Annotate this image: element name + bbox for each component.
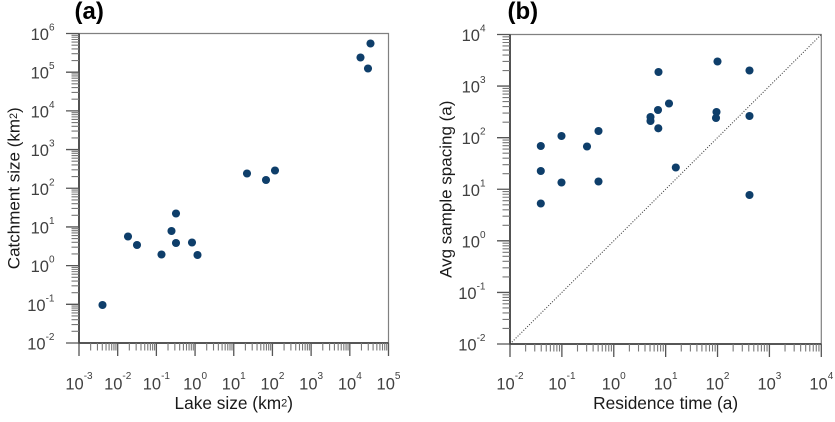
svg-text:10: 10 xyxy=(706,376,724,394)
svg-text:Residence time (a): Residence time (a) xyxy=(593,393,738,413)
svg-text:Avg sample spacing (a): Avg sample spacing (a) xyxy=(437,101,456,278)
svg-text:5: 5 xyxy=(49,61,55,72)
svg-text:10: 10 xyxy=(548,376,566,394)
svg-text:-3: -3 xyxy=(84,371,93,382)
svg-text:10: 10 xyxy=(462,130,480,148)
svg-text:-1: -1 xyxy=(477,281,486,292)
svg-text:1: 1 xyxy=(49,216,55,227)
svg-text:5: 5 xyxy=(395,371,401,382)
svg-text:10: 10 xyxy=(31,181,49,199)
svg-text:-1: -1 xyxy=(161,371,170,382)
svg-text:4: 4 xyxy=(356,371,362,382)
svg-text:2: 2 xyxy=(49,177,55,188)
svg-text:0: 0 xyxy=(480,230,486,241)
svg-text:1: 1 xyxy=(672,371,678,382)
svg-text:10: 10 xyxy=(31,142,49,160)
svg-text:Catchment size (km2): Catchment size (km2) xyxy=(5,107,24,269)
svg-text:2: 2 xyxy=(724,371,730,382)
svg-text:3: 3 xyxy=(776,371,782,382)
svg-text:-2: -2 xyxy=(477,333,486,344)
svg-text:4: 4 xyxy=(480,24,486,35)
svg-text:10: 10 xyxy=(458,337,476,355)
svg-text:4: 4 xyxy=(828,371,834,382)
svg-text:10: 10 xyxy=(809,376,827,394)
svg-text:10: 10 xyxy=(27,297,45,315)
svg-text:10: 10 xyxy=(299,376,317,394)
svg-text:10: 10 xyxy=(654,376,672,394)
svg-text:4: 4 xyxy=(49,100,55,111)
svg-text:-2: -2 xyxy=(122,371,131,382)
svg-text:0: 0 xyxy=(49,255,55,266)
svg-text:10: 10 xyxy=(143,376,161,394)
svg-text:10: 10 xyxy=(27,336,45,354)
svg-text:-2: -2 xyxy=(46,332,55,343)
svg-text:10: 10 xyxy=(757,376,775,394)
svg-text:10: 10 xyxy=(496,376,514,394)
svg-text:10: 10 xyxy=(104,376,122,394)
svg-text:10: 10 xyxy=(31,219,49,237)
svg-text:-1: -1 xyxy=(567,371,576,382)
svg-text:3: 3 xyxy=(318,371,324,382)
svg-text:-2: -2 xyxy=(515,371,524,382)
svg-text:10: 10 xyxy=(462,233,480,251)
svg-text:10: 10 xyxy=(31,65,49,83)
svg-text:10: 10 xyxy=(260,376,278,394)
svg-text:10: 10 xyxy=(31,103,49,121)
svg-text:10: 10 xyxy=(31,26,49,44)
svg-text:0: 0 xyxy=(620,371,626,382)
svg-text:10: 10 xyxy=(462,27,480,45)
svg-text:0: 0 xyxy=(201,371,207,382)
svg-text:10: 10 xyxy=(31,258,49,276)
svg-text:10: 10 xyxy=(602,376,620,394)
svg-text:(b): (b) xyxy=(508,0,539,25)
svg-text:10: 10 xyxy=(462,182,480,200)
svg-text:10: 10 xyxy=(183,376,201,394)
svg-text:10: 10 xyxy=(377,376,395,394)
svg-text:10: 10 xyxy=(458,285,476,303)
svg-text:2: 2 xyxy=(279,371,285,382)
svg-text:6: 6 xyxy=(49,23,55,34)
svg-text:10: 10 xyxy=(462,79,480,97)
svg-text:3: 3 xyxy=(49,139,55,150)
svg-text:2: 2 xyxy=(480,127,486,138)
svg-text:10: 10 xyxy=(338,376,356,394)
svg-text:-1: -1 xyxy=(46,293,55,304)
svg-text:10: 10 xyxy=(222,376,240,394)
svg-text:1: 1 xyxy=(240,371,246,382)
svg-text:10: 10 xyxy=(65,376,83,394)
svg-text:3: 3 xyxy=(480,75,486,86)
svg-text:(a): (a) xyxy=(75,0,104,25)
svg-text:Lake size (km2): Lake size (km2) xyxy=(175,393,294,413)
svg-text:1: 1 xyxy=(480,178,486,189)
